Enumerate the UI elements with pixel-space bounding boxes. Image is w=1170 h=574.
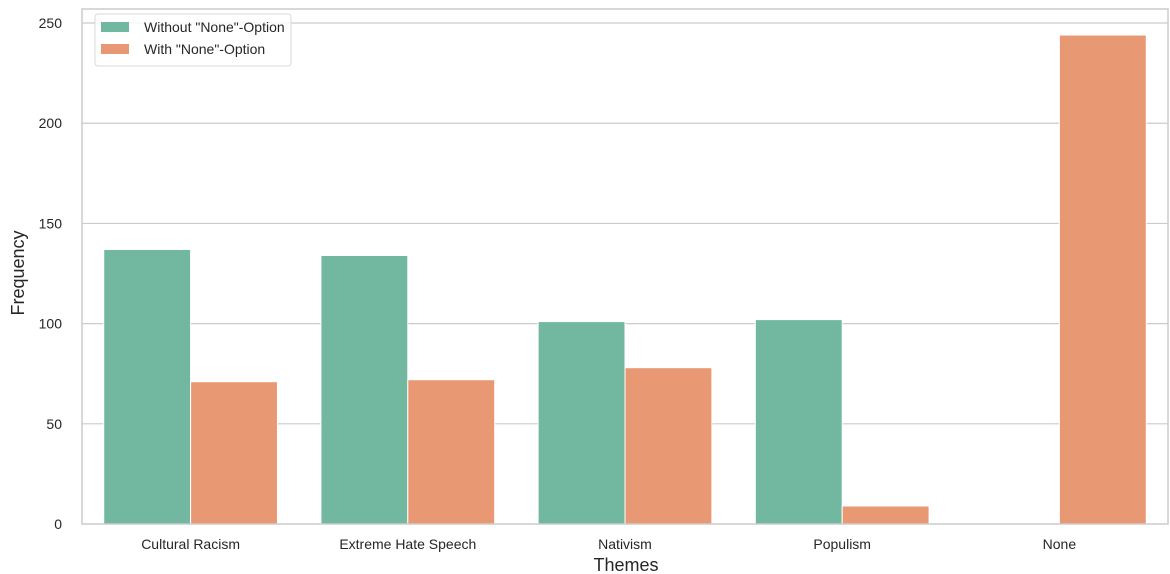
bar-s1-c1 [407, 379, 496, 525]
x-axis-label: Themes [593, 555, 658, 574]
bar-s0-c3 [754, 319, 843, 525]
x-tick-label-3: Populism [813, 536, 871, 552]
x-tick-label-4: None [1043, 536, 1077, 552]
bar-s1-c3 [841, 505, 930, 525]
bar-s0-c2 [537, 321, 626, 525]
bar-s1-c4 [1058, 34, 1147, 525]
y-tick-label-4: 200 [39, 115, 63, 131]
legend-swatch-1 [101, 44, 129, 54]
x-tick-label-0: Cultural Racism [141, 536, 240, 552]
y-tick-label-3: 150 [39, 215, 63, 231]
bar-s1-c2 [624, 367, 713, 525]
y-tick-label-0: 0 [54, 516, 62, 532]
legend-swatch-0 [101, 22, 129, 32]
y-tick-label-1: 50 [46, 416, 62, 432]
x-tick-label-2: Nativism [598, 536, 652, 552]
bar-s1-c0 [190, 381, 278, 525]
tick-labels: 0 50 100 150 200 250 Cultural Racism Extreme Ha… [39, 15, 1077, 552]
plot-frame [81, 8, 1169, 525]
y-tick-label-5: 250 [39, 15, 63, 31]
x-tick-label-1: Extreme Hate Speech [339, 536, 476, 552]
y-axis-label: Frequency [8, 230, 28, 315]
bars [103, 34, 1147, 525]
legend-label-0: Without "None"-Option [144, 19, 285, 35]
legend: Without "None"-Option With "None"-Option [94, 13, 292, 67]
bar-s0-c1 [320, 254, 409, 525]
legend-label-1: With "None"-Option [144, 41, 265, 57]
y-tick-label-2: 100 [39, 316, 63, 332]
axes [81, 8, 1169, 525]
legend-box [94, 13, 292, 67]
bar-s0-c0 [103, 248, 192, 525]
